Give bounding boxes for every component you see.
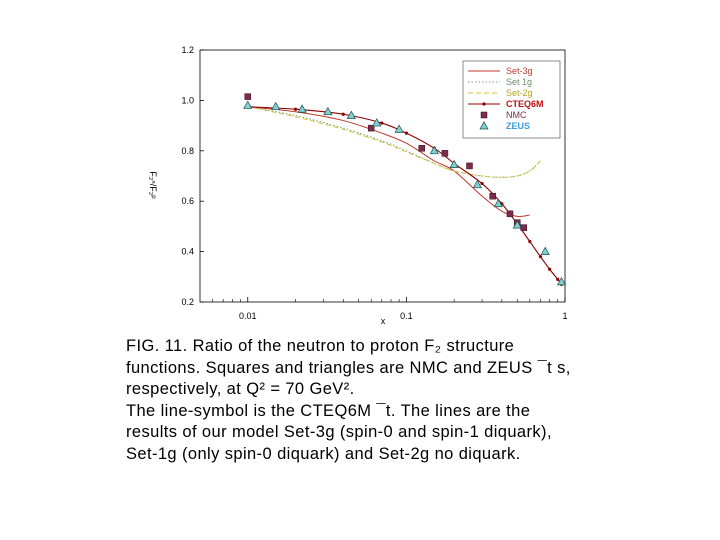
- legend-label: NMC: [506, 110, 527, 120]
- legend-item-nmc: NMC: [480, 110, 527, 120]
- data-point-zeus: [346, 110, 356, 119]
- x-axis-label: x: [381, 316, 386, 326]
- data-point-cteq6m: [528, 239, 532, 244]
- data-point-zeus: [372, 118, 382, 127]
- y-tick-label: 1.0: [181, 95, 194, 105]
- data-point-cteq6m: [341, 112, 345, 116]
- chart-axes: 0.2 0.4 0.6 0.8 1.0 1.2 0.01 0.1 1 x F₂ⁿ/F₂ᵖ: [148, 45, 568, 326]
- data-point-nmc: [466, 162, 473, 170]
- legend-item-set-1g: Set 1g: [468, 77, 532, 87]
- chart-series: [243, 93, 567, 286]
- series-set-2g: [247, 106, 541, 178]
- x-tick-label: 1: [562, 311, 567, 321]
- y-tick-label: 0.2: [181, 297, 194, 307]
- y-tick-label: 0.8: [181, 146, 194, 156]
- data-point-cteq6m: [404, 131, 408, 135]
- data-point-zeus: [323, 106, 333, 116]
- x-tick-label: 0.01: [239, 311, 257, 321]
- legend-item-set-3g: Set-3g: [468, 66, 533, 76]
- series-line-set-1g: [247, 106, 541, 178]
- legend-label: ZEUS: [506, 121, 530, 131]
- legend-label: Set-2g: [506, 88, 533, 98]
- y-tick-label: 0.6: [181, 196, 194, 206]
- y-tick-label: 1.2: [181, 45, 194, 55]
- caption-line-5: results of our model Set-3g (spin-0 and …: [126, 423, 552, 441]
- data-point-zeus: [512, 220, 522, 229]
- figure-caption: FIG. 11. Ratio of the neutron to proton …: [126, 336, 716, 465]
- legend-swatch-marker: [479, 121, 489, 130]
- data-point-zeus: [429, 145, 439, 155]
- data-point-zeus: [271, 101, 281, 111]
- series-line-set-2g: [247, 106, 541, 178]
- caption-line-1: FIG. 11. Ratio of the neutron to proton …: [126, 337, 515, 355]
- data-point-nmc: [244, 93, 252, 100]
- ratio-chart: 0.2 0.4 0.6 0.8 1.0 1.2 0.01 0.1 1 x F₂ⁿ/F₂ᵖ Set-3…: [148, 45, 568, 326]
- data-point-cteq6m: [556, 277, 560, 281]
- caption-line-2: functions. Squares and triangles are NMC…: [126, 358, 571, 377]
- data-point-zeus: [449, 159, 459, 169]
- series-zeus: [243, 100, 567, 286]
- legend-label: Set-3g: [506, 66, 533, 76]
- series-set-1g: [247, 106, 541, 178]
- data-point-cteq6m: [380, 121, 384, 125]
- legend-swatch-dot: [482, 102, 486, 106]
- legend-item-cteq6m: CTEQ6M: [468, 99, 544, 109]
- data-point-nmc: [418, 145, 425, 152]
- data-point-zeus: [297, 104, 307, 113]
- legend-item-zeus: ZEUS: [479, 121, 530, 131]
- data-point-zeus: [493, 198, 503, 208]
- data-point-zeus: [472, 179, 482, 189]
- caption-line-3: respectively, at Q² = 70 GeV².: [126, 380, 355, 398]
- legend-box: [462, 60, 561, 139]
- caption-line-6: Set-1g (only spin-0 diquark) and Set-2g …: [126, 444, 521, 463]
- y-axis-label: F₂ⁿ/F₂ᵖ: [148, 171, 158, 199]
- data-point-zeus: [243, 100, 253, 109]
- data-point-nmc: [489, 192, 496, 200]
- data-point-zeus: [556, 276, 567, 286]
- x-tick-label: 0.1: [400, 311, 413, 321]
- legend-label: Set 1g: [506, 77, 532, 87]
- data-point-nmc: [367, 124, 375, 132]
- data-point-cteq6m: [293, 107, 298, 111]
- data-point-cteq6m: [548, 267, 552, 271]
- legend-item-set-2g: Set-2g: [468, 88, 533, 98]
- data-point-nmc: [441, 150, 449, 157]
- plot-frame: [199, 49, 566, 303]
- y-tick-label: 0.4: [181, 247, 194, 257]
- data-point-nmc: [520, 224, 528, 231]
- legend-swatch-marker: [480, 111, 488, 119]
- data-point-cteq6m: [538, 255, 543, 259]
- data-point-cteq6m: [480, 181, 484, 186]
- data-point-zeus: [394, 124, 404, 133]
- caption-line-4: The line-symbol is the CTEQ6M ¯t. The li…: [126, 401, 531, 420]
- data-point-zeus: [540, 246, 550, 255]
- data-point-nmc: [506, 210, 514, 218]
- legend-label: CTEQ6M: [506, 99, 544, 109]
